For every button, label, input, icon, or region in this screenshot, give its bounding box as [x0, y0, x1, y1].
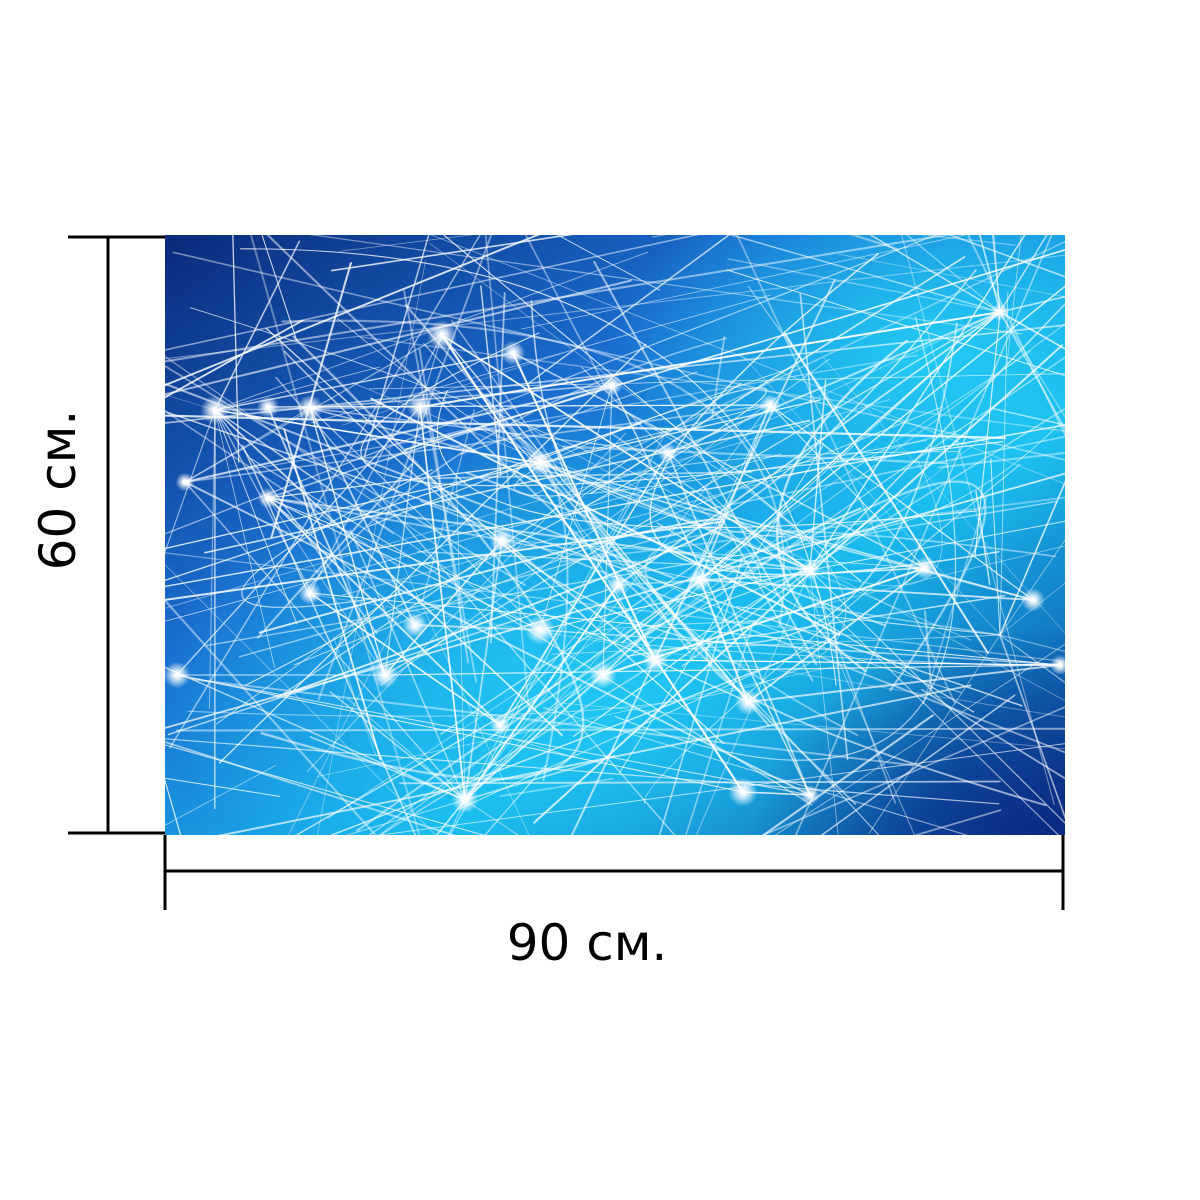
width-label: 90 см. — [506, 914, 668, 972]
height-label: 60 см. — [29, 409, 87, 571]
network-artwork — [165, 235, 1065, 835]
network-pattern-svg — [165, 235, 1065, 835]
